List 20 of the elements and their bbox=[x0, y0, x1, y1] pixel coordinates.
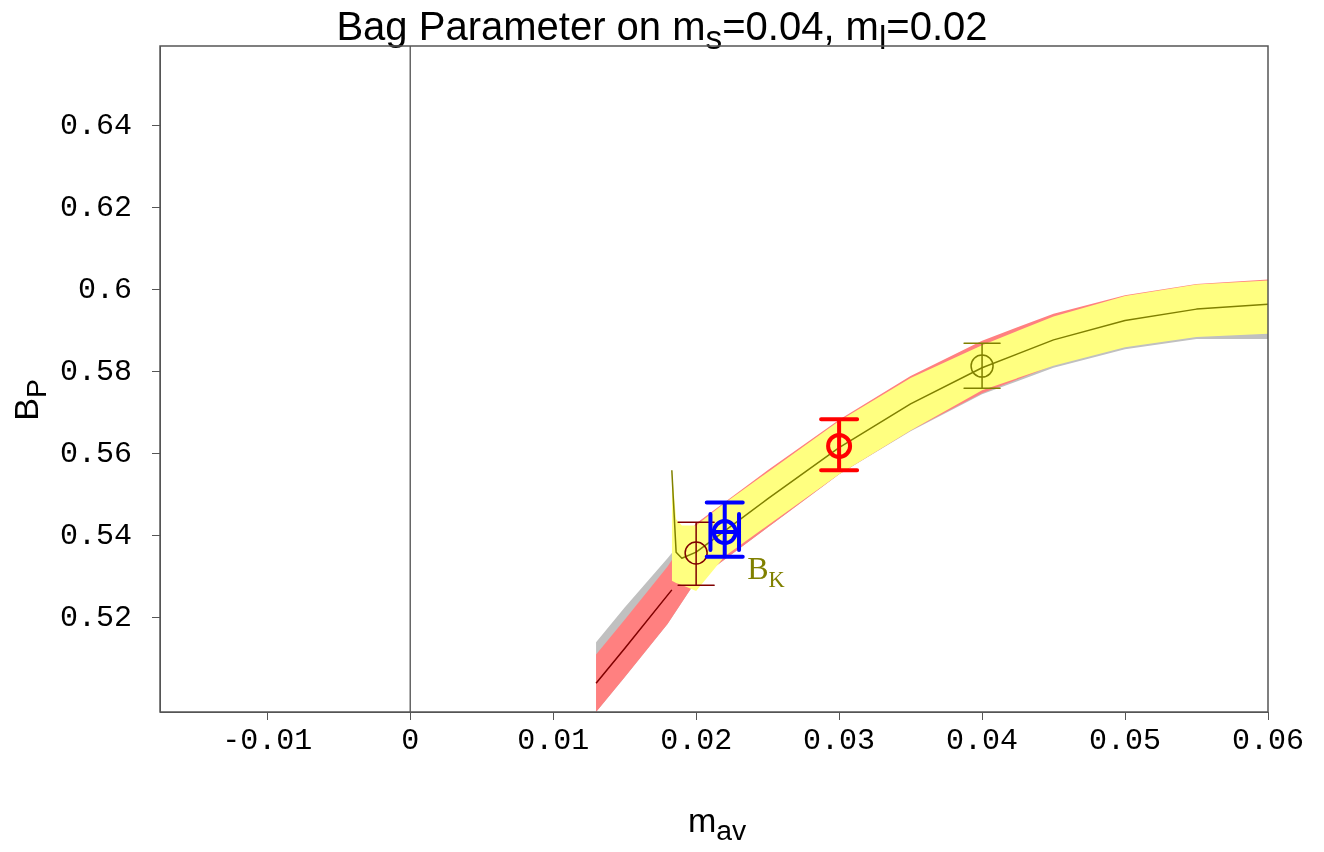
point bbox=[970, 354, 994, 378]
x-tick-label: 0.05 bbox=[1089, 723, 1162, 758]
x-tick-label: 0 bbox=[401, 723, 420, 758]
y-tick-label: 0.54 bbox=[60, 518, 133, 553]
point bbox=[684, 541, 708, 565]
y-tick-label: 0.62 bbox=[60, 190, 133, 225]
point bbox=[826, 433, 853, 460]
y-tick-label: 0.64 bbox=[60, 108, 133, 143]
y-tick-label: 0.56 bbox=[60, 436, 133, 471]
x-tick-label: 0.01 bbox=[517, 723, 590, 758]
x-tick-label: -0.01 bbox=[222, 723, 313, 758]
x-tick-label: 0.02 bbox=[660, 723, 733, 758]
x-axis-title: m$_{av}$ bbox=[686, 800, 748, 848]
y-tick-label: 0.52 bbox=[60, 600, 133, 635]
y-tick-label: 0.6 bbox=[78, 272, 133, 307]
x-tick-label: 0.03 bbox=[803, 723, 876, 758]
y-tick-label: 0.58 bbox=[60, 354, 133, 389]
chart-title: Bag Parameter on m$_{s}$=0.04, m$_{l}$=0.02 bbox=[335, 3, 989, 58]
x-tick-label: 0.04 bbox=[946, 723, 1019, 758]
x-tick-label: 0.06 bbox=[1231, 723, 1305, 758]
